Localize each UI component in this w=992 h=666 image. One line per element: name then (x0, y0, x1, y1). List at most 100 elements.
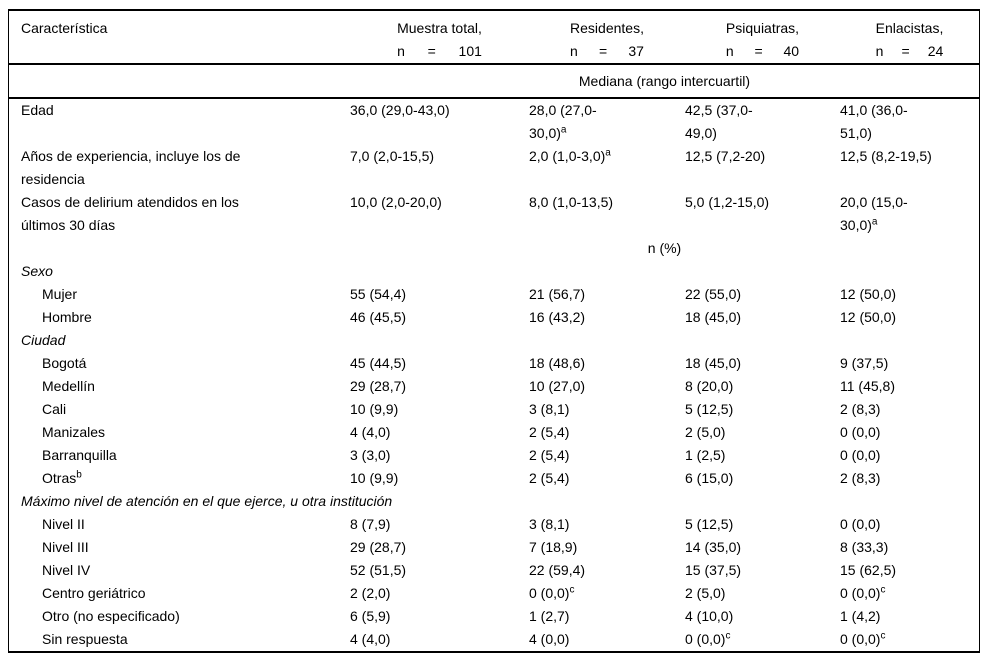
cell-value: 41,0 (36,0- 51,0) (840, 102, 908, 141)
cell-value: 22 (55,0) (685, 286, 742, 302)
row-label: Manizales (42, 424, 106, 440)
cell-value: 55 (54,4) (350, 286, 407, 302)
cell-value: 4 (4,0) (350, 631, 391, 647)
cell-value: 9 (37,5) (840, 355, 889, 371)
cell-value: 11 (45,8) (840, 378, 895, 394)
cell-value: 1 (2,7) (529, 608, 570, 624)
table-row: Manizales 4 (4,0) 2 (5,4) 2 (5,0) 0 (0,0) (9, 421, 979, 444)
row-label: Otrasb (42, 469, 82, 486)
cell-value: 22 (59,4) (529, 562, 586, 578)
cell-value: 2 (5,4) (529, 424, 570, 440)
table-row: Nivel III 29 (28,7) 7 (18,9) 14 (35,0) 8 (33… (9, 536, 979, 559)
cell-value: 18 (48,6) (529, 355, 586, 371)
header-group-n: n = 101 (397, 43, 482, 59)
row-label: Cali (42, 401, 67, 417)
cell-value: 42,5 (37,0- 49,0) (685, 102, 753, 141)
cell-value: 0 (0,0)c (685, 630, 731, 647)
header-group-n: n = 40 (725, 43, 800, 59)
cell-value: 8 (20,0) (685, 378, 734, 394)
cell-value: 18 (45,0) (685, 355, 742, 371)
cell-value: 15 (62,5) (840, 562, 897, 578)
cell-value: 45 (44,5) (350, 355, 407, 371)
cell-value: 2 (2,0) (350, 585, 391, 601)
table-row: Cali 10 (9,9) 3 (8,1) 5 (12,5) 2 (8,3) (9, 398, 979, 421)
table-row: Nivel IV 52 (51,5) 22 (59,4) 15 (37,5) 15 (6… (9, 559, 979, 582)
cell-value: 0 (0,0) (840, 424, 881, 440)
cell-value: 7 (18,9) (529, 539, 578, 555)
header-group-label: Residentes, (570, 20, 644, 36)
table-body: Edad 36,0 (29,0-43,0) 28,0 (27,0- 30,0)a 42,… (9, 99, 979, 651)
row-label: Centro geriátrico (42, 585, 146, 601)
table-row: Años de experiencia, incluye los de resid… (9, 145, 979, 191)
median-spanner-label: Mediana (rango intercuartil) (578, 73, 751, 89)
cell-value: 0 (0,0)c (840, 584, 886, 601)
table-header: Característica Muestra total, n = 101 Reside… (9, 11, 979, 63)
row-label: Edad (21, 102, 54, 118)
header-group-column: Psiquiatras, n = 40 (685, 17, 840, 63)
subheader-n-percent: n (%) (647, 240, 682, 256)
cell-value: 8 (7,9) (350, 516, 391, 532)
cell-value: 52 (51,5) (350, 562, 407, 578)
cell-value: 1 (4,2) (840, 608, 881, 624)
row-label: Nivel III (42, 539, 89, 555)
cell-value: 7,0 (2,0-15,5) (350, 148, 435, 164)
cell-value: 12,5 (8,2-19,5) (840, 148, 932, 164)
cell-value: 5 (12,5) (685, 401, 734, 417)
table-row: Medellín 29 (28,7) 10 (27,0) 8 (20,0) 11 (45… (9, 375, 979, 398)
table-row: n (%) (9, 237, 979, 260)
row-label: Barranquilla (42, 447, 117, 463)
cell-value: 10,0 (2,0-20,0) (350, 194, 442, 210)
cell-value: 2,0 (1,0-3,0)a (529, 147, 611, 164)
header-group-n: n = 37 (570, 43, 644, 59)
cell-value: 0 (0,0) (840, 447, 881, 463)
table-row: Sexo (9, 260, 979, 283)
row-label: Medellín (42, 378, 95, 394)
header-feature-column: Característica (21, 20, 108, 36)
header-group-column: Enlacistas, n = 24 (840, 17, 979, 63)
cell-value: 0 (0,0)c (529, 584, 575, 601)
table-row: Barranquilla 3 (3,0) 2 (5,4) 1 (2,5) 0 (0,0) (9, 444, 979, 467)
cell-value: 4 (10,0) (685, 608, 734, 624)
header-divider-top (9, 63, 979, 65)
cell-value: 12 (50,0) (840, 309, 897, 325)
row-label: Nivel IV (42, 562, 91, 578)
cell-value: 18 (45,0) (685, 309, 742, 325)
cell-value: 12 (50,0) (840, 286, 897, 302)
cell-value: 28,0 (27,0- 30,0)a (529, 102, 597, 141)
row-label: Otro (no especificado) (42, 608, 180, 624)
section-label: Ciudad (21, 332, 66, 348)
row-label: Mujer (42, 286, 78, 302)
cell-value: 0 (0,0) (840, 516, 881, 532)
header-group-label: Enlacistas, (875, 20, 944, 36)
cell-value: 10 (9,9) (350, 470, 399, 486)
characteristics-table: Característica Muestra total, n = 101 Reside… (8, 9, 980, 653)
cell-value: 2 (8,3) (840, 401, 881, 417)
cell-value: 2 (5,4) (529, 470, 570, 486)
cell-value: 10 (9,9) (350, 401, 399, 417)
table-row: Otro (no especificado) 6 (5,9) 1 (2,7) 4 (1… (9, 605, 979, 628)
table-row: Edad 36,0 (29,0-43,0) 28,0 (27,0- 30,0)a 42,… (9, 99, 979, 145)
cell-value: 2 (8,3) (840, 470, 881, 486)
header-group-column: Residentes, n = 37 (529, 17, 685, 63)
cell-value: 21 (56,7) (529, 286, 586, 302)
cell-value: 2 (5,0) (685, 424, 726, 440)
header-group-label: Psiquiatras, (725, 20, 800, 36)
cell-value: 0 (0,0)c (840, 630, 886, 647)
table-row: Nivel II 8 (7,9) 3 (8,1) 5 (12,5) 0 (0,0) (9, 513, 979, 536)
header-group-column: Muestra total, n = 101 (350, 17, 529, 63)
cell-value: 3 (8,1) (529, 516, 570, 532)
table-row: Centro geriátrico 2 (2,0) 0 (0,0)c 2 (5,0) 0… (9, 582, 979, 605)
cell-value: 12,5 (7,2-20) (685, 148, 766, 164)
cell-value: 8 (33,3) (840, 539, 889, 555)
section-label: Sexo (21, 263, 53, 279)
cell-value: 36,0 (29,0-43,0) (350, 102, 450, 118)
cell-value: 8,0 (1,0-13,5) (529, 194, 614, 210)
table-row: Sin respuesta 4 (4,0) 4 (0,0) 0 (0,0)c 0 (0,… (9, 628, 979, 651)
header-group-n: n = 24 (875, 43, 944, 59)
cell-value: 5,0 (1,2-15,0) (685, 194, 770, 210)
cell-value: 1 (2,5) (685, 447, 726, 463)
median-spanner-row: Mediana (rango intercuartil) (9, 65, 979, 97)
row-label: Hombre (42, 309, 92, 325)
cell-value: 14 (35,0) (685, 539, 742, 555)
table-row: Otrasb 10 (9,9) 2 (5,4) 6 (15,0) 2 (8,3) (9, 467, 979, 490)
